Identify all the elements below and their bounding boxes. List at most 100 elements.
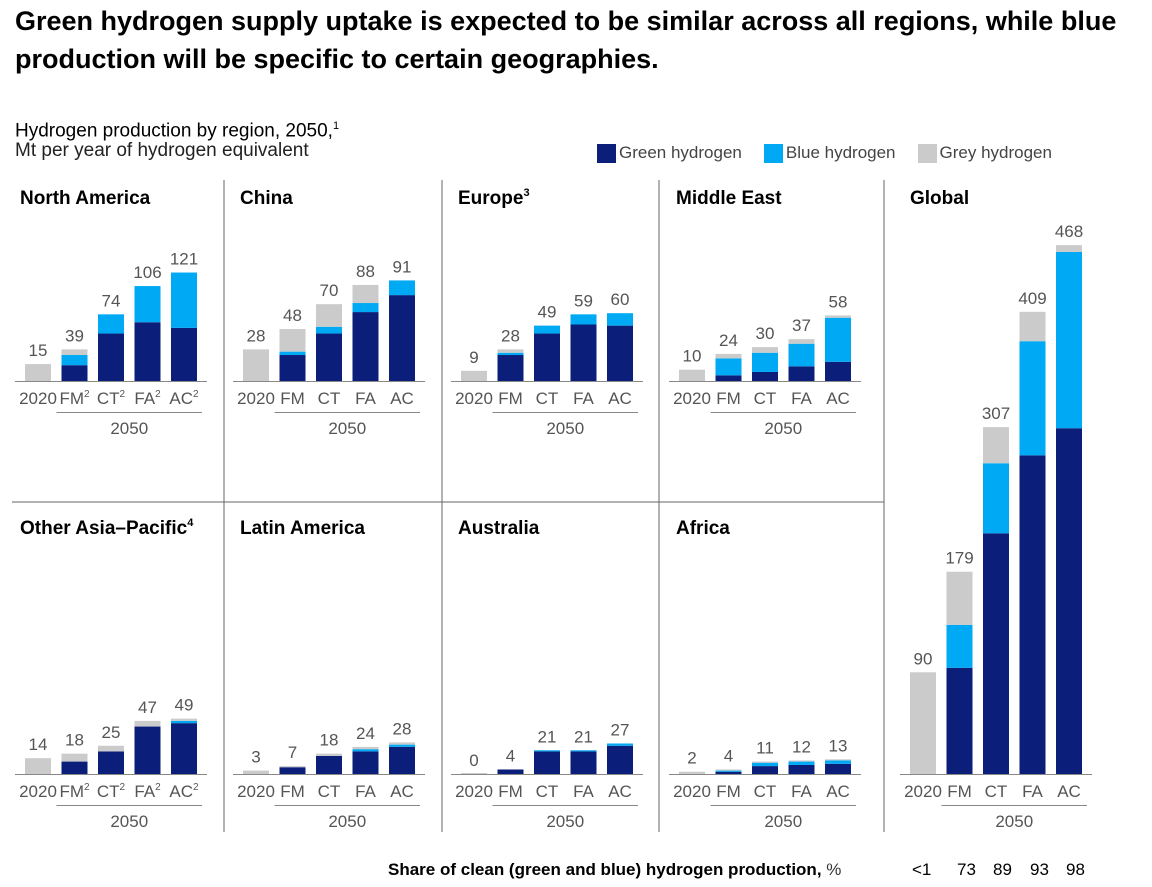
category-label: 2020 — [904, 782, 942, 801]
category-label: 2020 — [455, 389, 493, 408]
category-label: 2020 — [19, 782, 57, 801]
total-label: 14 — [29, 735, 48, 754]
bar-segment-green — [607, 745, 633, 774]
legend-item-green: Green hydrogen — [597, 143, 742, 163]
total-label: 48 — [283, 306, 302, 325]
year-group-label: 2050 — [110, 812, 148, 831]
year-group-label: 2050 — [328, 419, 366, 438]
bar-segment-green — [171, 723, 197, 774]
bar-segment-blue — [752, 352, 778, 372]
subtitle-footnote: 1 — [332, 120, 340, 132]
total-label: 18 — [320, 731, 339, 750]
bar-segment-blue — [534, 750, 560, 752]
region-title: Middle East — [676, 188, 782, 209]
bar-segment-green — [134, 726, 161, 774]
bar-segment-grey — [752, 347, 778, 353]
bar-segment-grey — [316, 753, 342, 756]
bar-segment-blue — [825, 317, 851, 362]
category-label: AC2 — [169, 389, 199, 408]
category-label: FA2 — [134, 389, 161, 408]
clean-share-label: Share of clean (green and blue) hydrogen… — [388, 860, 841, 880]
bar-segment-green — [171, 327, 197, 381]
bar-segment-green — [497, 355, 524, 381]
bar-segment-blue — [171, 720, 197, 724]
total-label: 9 — [469, 348, 478, 367]
total-label: 4 — [506, 746, 515, 765]
bar-segment-grey — [1056, 245, 1082, 252]
total-label: 60 — [611, 290, 630, 309]
category-label: FM — [280, 782, 305, 801]
category-label: CT — [536, 782, 559, 801]
total-label: 58 — [829, 292, 848, 311]
category-label: FM — [498, 782, 523, 801]
category-label: AC — [826, 782, 850, 801]
category-label: FM2 — [59, 389, 90, 408]
category-label: FM — [716, 389, 741, 408]
total-label: 28 — [247, 326, 266, 345]
bar-segment-green — [98, 751, 124, 774]
bar-segment-green — [389, 295, 415, 381]
region-title-footnote: 3 — [523, 187, 529, 199]
bar-segment-grey — [946, 571, 973, 625]
category-label: FA — [791, 782, 812, 801]
bar-segment-blue — [825, 760, 851, 764]
total-label: 24 — [719, 331, 738, 350]
bar-segment-blue — [389, 280, 415, 296]
year-group-label: 2050 — [764, 419, 802, 438]
total-label: 21 — [574, 727, 593, 746]
legend-label-green: Green hydrogen — [619, 143, 742, 162]
category-label: AC — [1057, 782, 1081, 801]
total-label: 70 — [320, 281, 339, 300]
category-label: 2020 — [673, 782, 711, 801]
total-label: 4 — [724, 746, 733, 765]
legend-item-blue: Blue hydrogen — [763, 143, 896, 163]
region-title: Australia — [458, 518, 540, 539]
panel-middle-east: Middle East 10 2020 24 FM 30 CT 37 FA 58 AC 2050 — [669, 188, 861, 438]
bar-segment-grey — [352, 284, 379, 304]
total-label: 2 — [687, 749, 696, 768]
region-title: Africa — [676, 518, 730, 539]
category-label: CT — [754, 389, 777, 408]
clean-share-fa: 93 — [1030, 860, 1049, 879]
category-label: CT2 — [97, 389, 126, 408]
bar-segment-blue — [715, 358, 742, 376]
bar-segment-blue — [1056, 251, 1082, 429]
bar-segment-blue — [61, 355, 88, 366]
bar-segment-blue — [171, 272, 197, 328]
total-label: 307 — [982, 404, 1010, 423]
bar-segment-green — [61, 761, 88, 774]
category-label: AC2 — [169, 782, 199, 801]
bar-segment-grey — [497, 349, 524, 353]
bar-segment-grey — [243, 349, 269, 381]
bar-segment-green — [607, 325, 633, 381]
bar-segment-green — [98, 333, 124, 381]
category-footnote: 2 — [155, 782, 161, 793]
category-footnote: 2 — [193, 782, 199, 793]
category-label: 2020 — [19, 389, 57, 408]
legend-swatch-grey — [917, 143, 937, 163]
category-label: CT — [318, 389, 341, 408]
category-label: FM — [947, 782, 972, 801]
chart-headline: Green hydrogen supply uptake is expected… — [15, 6, 1117, 74]
category-label: 2020 — [237, 782, 275, 801]
region-title: North America — [20, 188, 151, 209]
clean-share-2020: <1 — [912, 860, 932, 879]
total-label: 18 — [65, 731, 84, 750]
year-group-label: 2050 — [995, 812, 1033, 831]
bar-segment-grey — [461, 370, 487, 381]
bar-segment-green — [752, 766, 778, 774]
bar-segment-blue — [715, 770, 742, 772]
total-label: 10 — [683, 347, 702, 366]
bar-segment-grey — [61, 349, 88, 356]
total-label: 21 — [538, 727, 557, 746]
bar-segment-blue — [570, 750, 597, 752]
bar-segment-green — [825, 763, 851, 774]
panel-china: China 28 2020 48 FM 70 CT 88 FA 91 AC 2050 — [233, 188, 425, 438]
category-label: FM2 — [59, 782, 90, 801]
bar-segment-grey — [825, 759, 851, 761]
bar-segment-green — [570, 324, 597, 381]
bar-segment-grey — [788, 760, 815, 762]
bar-segment-green — [825, 361, 851, 381]
panel-north-america: North America 15 2020 39 FM2 74 CT2 106 FA2 121 AC… — [15, 188, 207, 438]
bar-segment-grey — [25, 364, 51, 381]
